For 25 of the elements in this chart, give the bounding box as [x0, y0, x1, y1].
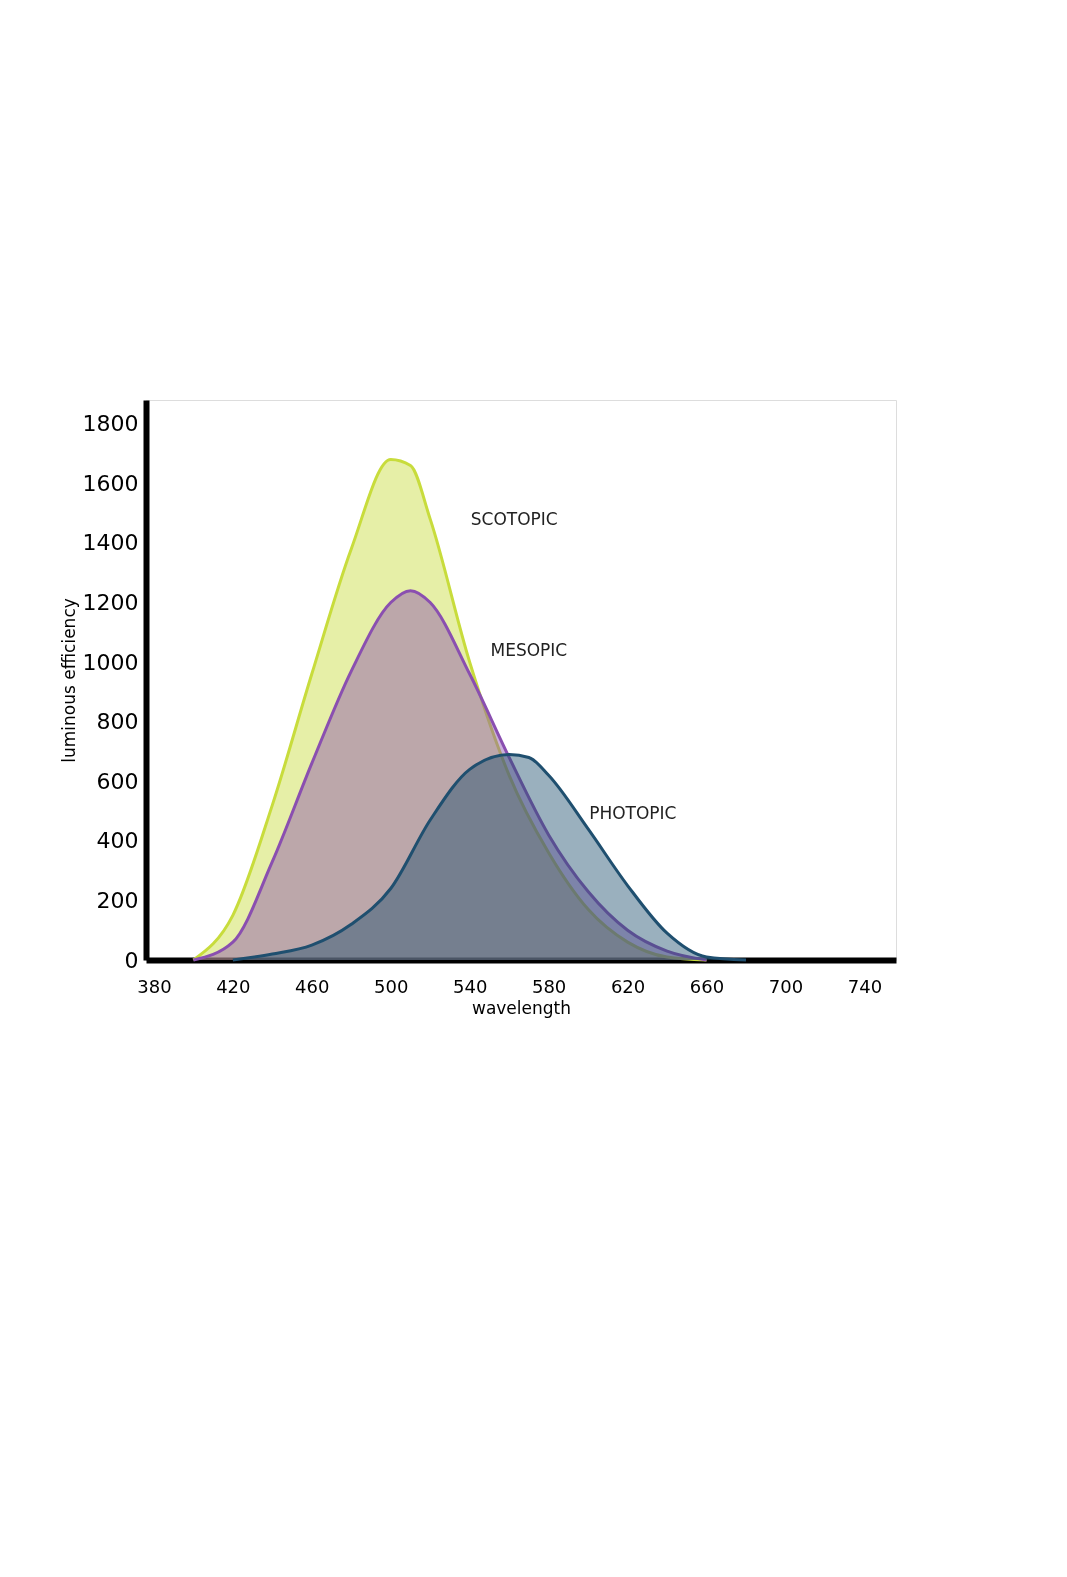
y-tick-label: 1000	[82, 649, 139, 675]
x-tick-label: 660	[689, 975, 725, 997]
y-axis-title: luminous efficiency	[58, 598, 79, 763]
y-tick-label: 200	[96, 887, 139, 913]
x-tick-label: 740	[847, 975, 883, 997]
x-tick-label: 460	[295, 975, 330, 997]
x-tick-label: 700	[768, 975, 804, 997]
x-tick-label: 540	[453, 975, 488, 997]
x-tick-label: 580	[531, 975, 567, 997]
y-tick-label: 1400	[82, 530, 139, 556]
y-tick-label: 800	[96, 709, 139, 735]
y-tick-label: 1200	[82, 590, 139, 616]
x-tick-label: 420	[216, 975, 251, 997]
y-tick-label: 1800	[82, 411, 139, 437]
series-label: MESOPIC	[490, 639, 568, 660]
x-axis-title: wavelength	[471, 997, 572, 1018]
x-tick-label: 380	[137, 975, 172, 997]
y-tick-label: 600	[96, 768, 139, 794]
x-tick-label: 620	[610, 975, 646, 997]
y-tick-label: 1600	[82, 470, 139, 496]
y-tick-label: 0	[124, 947, 139, 973]
text: SCOTOPIC	[470, 508, 558, 529]
y-tick-label: 400	[96, 828, 139, 854]
x-tick-label: 500	[374, 975, 409, 997]
series-label: PHOTOPIC	[589, 803, 677, 824]
